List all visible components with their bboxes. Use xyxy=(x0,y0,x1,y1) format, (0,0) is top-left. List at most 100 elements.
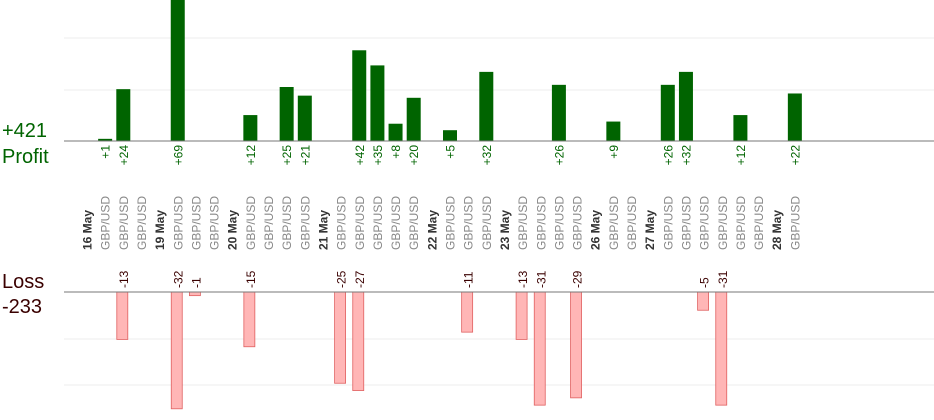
grid-lines xyxy=(64,37,934,386)
profit-value-label: +26 xyxy=(661,145,675,166)
pair-label: GBP/USD xyxy=(353,196,367,250)
loss-bars xyxy=(116,291,728,410)
profit-value-label: +21 xyxy=(298,145,312,166)
pair-label: GBP/USD xyxy=(716,196,730,250)
loss-bar xyxy=(570,291,582,399)
profit-bar xyxy=(116,89,131,141)
profit-value-label: +12 xyxy=(244,145,258,166)
profit-bar xyxy=(297,95,312,141)
profit-value-label: +24 xyxy=(117,145,131,166)
loss-value-label: -29 xyxy=(571,270,585,288)
profit-value-label: +32 xyxy=(480,145,494,166)
loss-bar xyxy=(533,291,546,406)
profit-value-label: +42 xyxy=(353,145,367,166)
pair-label: GBP/USD xyxy=(244,196,258,250)
loss-bar xyxy=(116,291,129,340)
pair-label: GBP/USD xyxy=(189,196,203,250)
pair-label: GBP/USD xyxy=(135,196,149,250)
loss-value-label: -27 xyxy=(353,270,367,288)
profit-value-label: +1 xyxy=(99,145,113,159)
pair-label: GBP/USD xyxy=(788,196,802,250)
profit-bar xyxy=(479,71,494,141)
x-axis-labels: 16 May GBP/USD GBP/USD GBP/USD 19 May GBP/USD… xyxy=(81,196,803,250)
value-labels: +1 +24 -13 +69 -32 -1 +12 -15 +25 +21 -25 +42 -27 +35… xyxy=(99,145,803,288)
profit-bar xyxy=(733,115,748,141)
loss-value-label: -25 xyxy=(335,270,349,288)
pair-label: GBP/USD xyxy=(661,196,675,250)
pair-label: GBP/USD xyxy=(607,196,621,250)
profit-value-label: +9 xyxy=(607,145,621,159)
pair-label: GBP/USD xyxy=(734,196,748,250)
profit-value-label: +25 xyxy=(280,145,294,166)
profit-total-label: +421 xyxy=(2,120,47,142)
loss-value-label: -32 xyxy=(171,270,185,288)
loss-value-label: -13 xyxy=(516,270,530,288)
pair-label: GBP/USD xyxy=(698,196,712,250)
profit-bar xyxy=(170,0,185,141)
profit-value-label: +12 xyxy=(734,145,748,166)
date-label: 21 May xyxy=(316,210,330,250)
profit-bar xyxy=(98,138,113,141)
pair-label: GBP/USD xyxy=(280,196,294,250)
loss-bar xyxy=(188,291,201,297)
profit-bar xyxy=(370,65,385,141)
pair-label: GBP/USD xyxy=(371,196,385,250)
profit-bar xyxy=(243,115,258,141)
profit-value-label: +35 xyxy=(371,145,385,166)
date-label: 23 May xyxy=(498,210,512,250)
pair-label: GBP/USD xyxy=(407,196,421,250)
profit-value-label: +26 xyxy=(552,145,566,166)
pair-label: GBP/USD xyxy=(262,196,276,250)
profit-bar xyxy=(388,123,403,141)
pair-label: GBP/USD xyxy=(625,196,639,250)
loss-bar xyxy=(515,291,528,340)
loss-bar xyxy=(697,291,709,311)
pair-label: GBP/USD xyxy=(298,196,312,250)
pair-label: GBP/USD xyxy=(534,196,548,250)
profit-bar xyxy=(678,71,693,141)
profit-bar xyxy=(660,84,675,141)
pair-label: GBP/USD xyxy=(571,196,585,250)
loss-label: Loss xyxy=(2,271,44,293)
loss-bar xyxy=(334,291,347,384)
date-label: 27 May xyxy=(643,210,657,250)
pair-label: GBP/USD xyxy=(335,196,349,250)
date-label: 22 May xyxy=(425,210,439,250)
loss-value-label: -13 xyxy=(117,270,131,288)
loss-value-label: -31 xyxy=(534,270,548,288)
pair-label: GBP/USD xyxy=(389,196,403,250)
pair-label: GBP/USD xyxy=(208,196,222,250)
date-label: 20 May xyxy=(226,210,240,250)
pair-label: GBP/USD xyxy=(444,196,458,250)
profit-bar xyxy=(443,130,457,141)
loss-bar xyxy=(243,291,256,348)
profit-value-label: +22 xyxy=(788,145,802,166)
pair-label: GBP/USD xyxy=(171,196,185,250)
pair-label: GBP/USD xyxy=(679,196,693,250)
profit-value-label: +32 xyxy=(679,145,693,166)
profit-value-label: +20 xyxy=(407,145,421,166)
profit-bar xyxy=(352,50,367,141)
profit-value-label: +69 xyxy=(171,145,185,166)
pair-label: GBP/USD xyxy=(462,196,476,250)
profit-bar xyxy=(551,84,566,141)
loss-value-label: -31 xyxy=(716,270,730,288)
profit-value-label: +8 xyxy=(389,145,403,159)
profit-bar xyxy=(787,93,802,141)
profit-value-label: +5 xyxy=(444,145,458,159)
profit-label: Profit xyxy=(2,146,49,168)
date-label: 16 May xyxy=(81,210,95,250)
loss-bar xyxy=(461,291,474,333)
pair-label: GBP/USD xyxy=(552,196,566,250)
loss-value-label: -11 xyxy=(462,271,476,288)
profit-bar xyxy=(406,97,421,141)
loss-bar xyxy=(352,291,365,391)
profit-bars xyxy=(98,0,802,141)
pair-label: GBP/USD xyxy=(117,196,131,250)
profit-bar xyxy=(606,121,621,141)
date-label: 28 May xyxy=(770,210,784,250)
profit-bar xyxy=(279,87,294,141)
loss-total-label: -233 xyxy=(2,296,42,318)
loss-value-label: -15 xyxy=(244,270,258,288)
